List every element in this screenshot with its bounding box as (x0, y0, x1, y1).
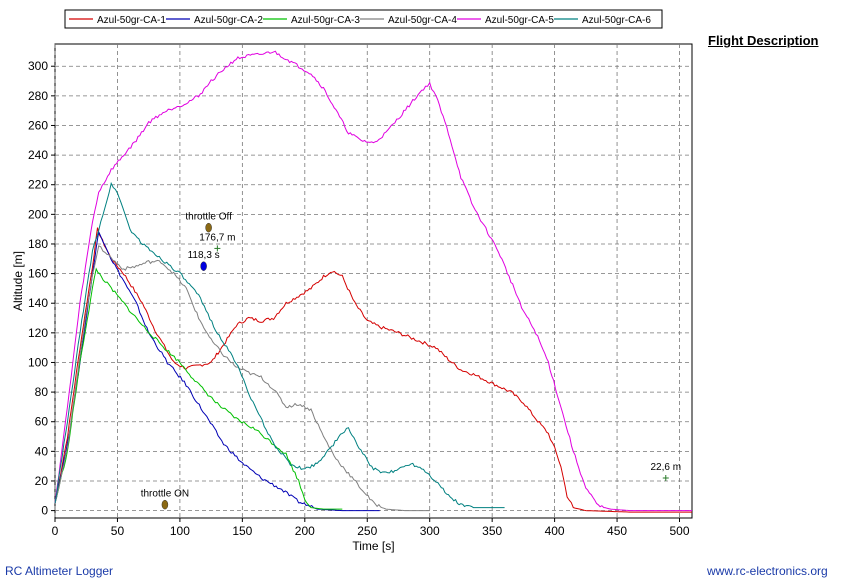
series-line-4 (54, 245, 430, 512)
y-tick-label: 0 (41, 504, 48, 518)
legend-entry[interactable]: Azul-50gr-CA-2 (194, 15, 263, 26)
y-tick-label: 80 (35, 385, 49, 399)
y-tick-label: 280 (28, 89, 48, 103)
legend-entry[interactable]: Azul-50gr-CA-4 (388, 15, 457, 26)
y-tick-label: 40 (35, 444, 49, 458)
annotation-marker (205, 222, 212, 233)
series-line-6 (54, 181, 505, 509)
flight-description-link[interactable]: Flight Description (708, 33, 819, 48)
annotation-marker (161, 499, 169, 510)
y-tick-label: 60 (35, 415, 49, 429)
series-line-3 (54, 267, 343, 510)
y-tick-label: 200 (28, 207, 48, 221)
y-tick-label: 20 (35, 474, 49, 488)
legend: Azul-50gr-CA-1 Azul-50gr-CA-2 Azul-50gr-CA… (64, 9, 663, 29)
series-line-5 (54, 50, 692, 512)
x-axis-label: Time [s] (352, 539, 394, 553)
y-tick-label: 120 (28, 326, 48, 340)
x-tick-label: 150 (232, 524, 252, 538)
y-axis-ticks: 0 20 40 60 80 100 120 140 160 180 200 220 240 260 280 3… (28, 59, 55, 518)
annotations: throttle Off 176,7 m 118,3 s throttle ON 22,… (141, 212, 681, 510)
grid (54, 44, 692, 518)
footer-app-name: RC Altimeter Logger (5, 564, 114, 578)
legend-entry[interactable]: Azul-50gr-CA-5 (485, 15, 554, 26)
plot-area (54, 43, 693, 519)
y-tick-label: 160 (28, 267, 48, 281)
x-tick-label: 50 (111, 524, 125, 538)
legend-entry[interactable]: Azul-50gr-CA-6 (582, 15, 651, 26)
footer-website[interactable]: www.rc-electronics.org (707, 564, 828, 578)
y-axis-label: Altitude [m] (11, 251, 25, 311)
x-axis-ticks: 0 50 100 150 200 250 300 350 400 450 500 (52, 518, 690, 538)
annotation-label: throttle ON (141, 489, 189, 500)
annotation-label: 176,7 m (199, 232, 235, 243)
legend-entry[interactable]: Azul-50gr-CA-1 (97, 15, 166, 26)
x-tick-label: 250 (357, 524, 377, 538)
y-tick-label: 220 (28, 178, 48, 192)
x-tick-label: 350 (482, 524, 502, 538)
x-tick-label: 450 (607, 524, 627, 538)
x-tick-label: 0 (52, 524, 59, 538)
annotation-marker (200, 261, 207, 271)
x-tick-label: 500 (669, 524, 689, 538)
y-tick-label: 100 (28, 355, 48, 369)
x-tick-label: 100 (170, 524, 190, 538)
y-tick-label: 260 (28, 118, 48, 132)
legend-entry[interactable]: Azul-50gr-CA-3 (291, 15, 360, 26)
y-tick-label: 180 (28, 237, 48, 251)
x-tick-label: 300 (420, 524, 440, 538)
series-line-1 (54, 227, 692, 513)
x-tick-label: 400 (545, 524, 565, 538)
x-tick-label: 200 (295, 524, 315, 538)
annotation-label: 118,3 s (188, 250, 220, 261)
series-lines (54, 50, 692, 513)
annotation-label: 22,6 m (650, 462, 681, 473)
y-tick-label: 300 (28, 59, 48, 73)
y-tick-label: 240 (28, 148, 48, 162)
annotation-label: throttle Off (185, 212, 232, 223)
y-tick-label: 140 (28, 296, 48, 310)
